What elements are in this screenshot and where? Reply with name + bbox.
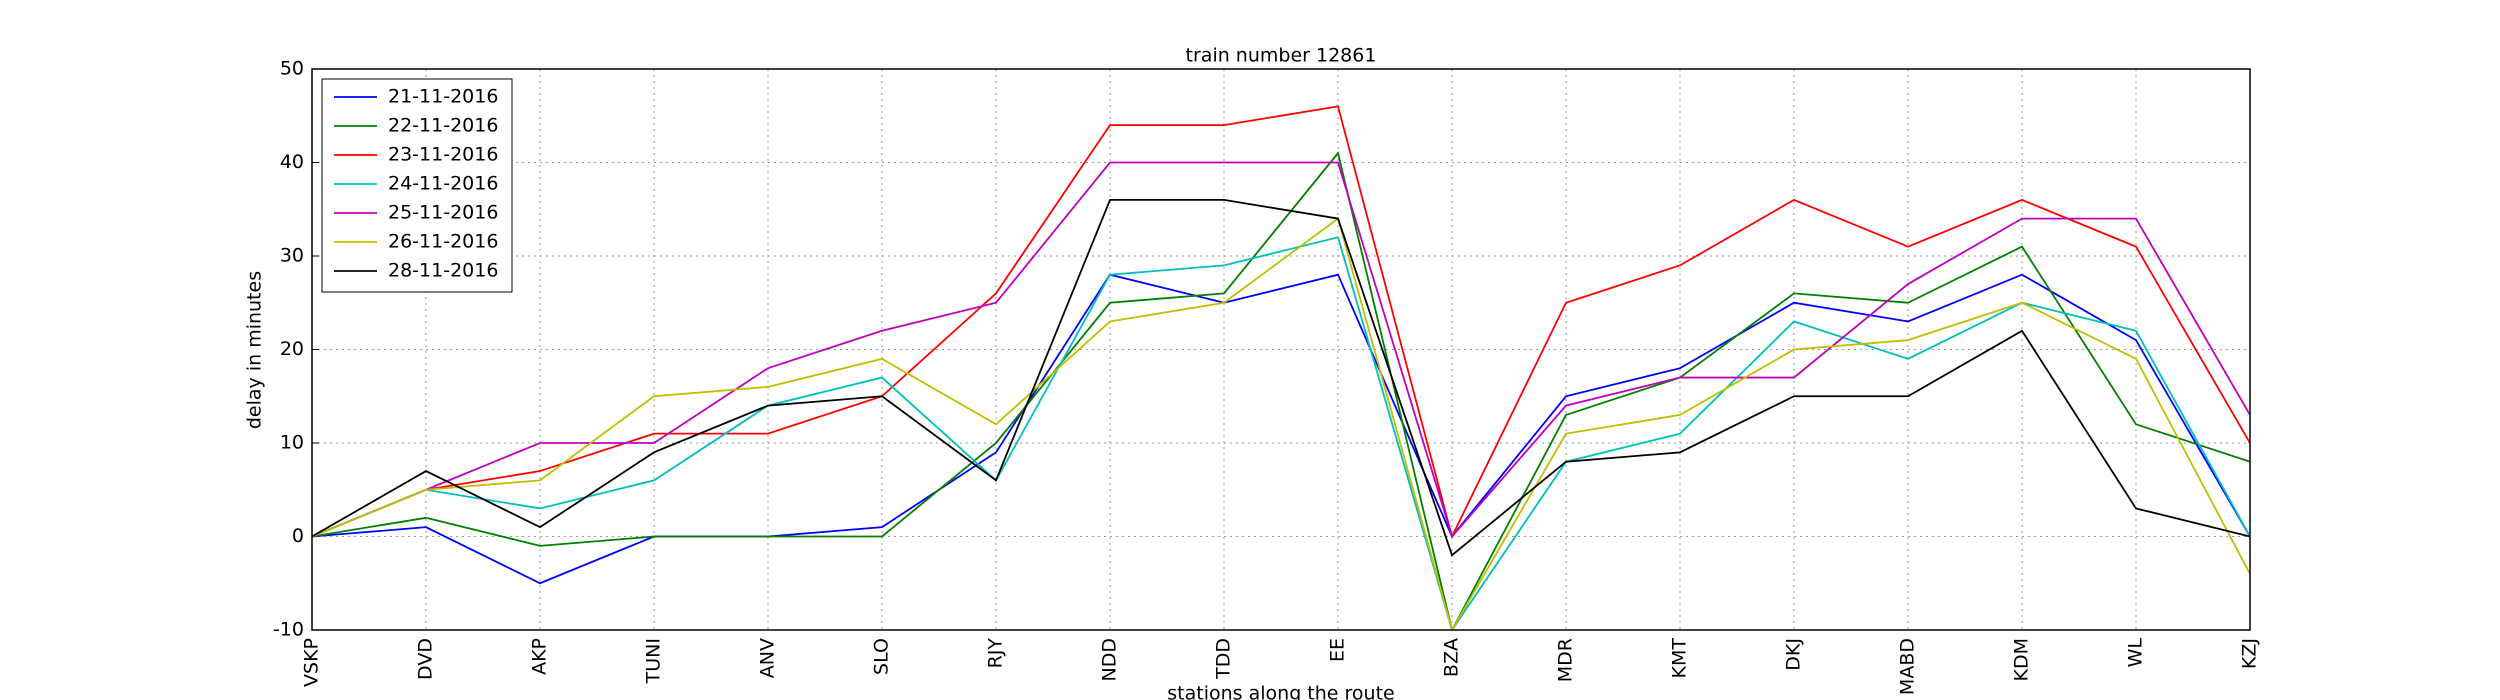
series-line	[312, 236, 2250, 630]
x-tick-label: AKP	[529, 638, 551, 675]
x-tick-label: KDM	[2011, 638, 2033, 681]
x-tick-label: ANV	[757, 638, 779, 678]
legend-label: 25-11-2016	[388, 202, 498, 224]
x-tick-label: DVD	[415, 638, 437, 680]
x-tick-label: RJY	[985, 638, 1007, 669]
plot-frame	[311, 68, 2251, 631]
y-tick-label: 40	[280, 151, 304, 173]
series-line	[312, 217, 2250, 630]
x-tick-label: KZJ	[2239, 638, 2261, 669]
legend-label: 22-11-2016	[388, 115, 498, 137]
legend-label: 23-11-2016	[388, 144, 498, 166]
legend-box	[321, 78, 513, 293]
x-tick-label: VSKP	[301, 638, 323, 687]
y-axis-label: delay in minutes	[244, 271, 266, 429]
x-tick-label: KMT	[1669, 638, 1691, 679]
series-line	[312, 273, 2250, 585]
x-tick-label: MDR	[1555, 638, 1577, 682]
x-tick-label: BZA	[1441, 638, 1463, 677]
y-tick-label: 0	[292, 525, 304, 547]
series-line	[312, 105, 2250, 540]
series-line	[312, 198, 2250, 557]
x-tick-label: TDD	[1213, 638, 1235, 680]
x-tick-label: WL	[2125, 638, 2147, 668]
series-line	[312, 161, 2250, 539]
y-tick-label: 20	[280, 338, 304, 360]
y-tick-label: 30	[280, 245, 304, 267]
x-tick-label: EE	[1327, 638, 1349, 662]
x-axis-label: stations along the route	[1167, 683, 1394, 700]
plot-lines	[312, 105, 2250, 630]
chart-title: train number 12861	[1186, 45, 1377, 67]
y-tick-label: 50	[280, 58, 304, 80]
x-tick-label: MABD	[1897, 638, 1919, 695]
x-tick-label: NDD	[1099, 638, 1121, 681]
legend-label: 21-11-2016	[388, 86, 498, 108]
y-tick-label: 10	[280, 432, 304, 454]
y-tick-label: -10	[273, 619, 304, 641]
legend-label: 28-11-2016	[388, 260, 498, 282]
x-tick-label: TUNI	[643, 638, 665, 684]
legend-label: 26-11-2016	[388, 231, 498, 253]
x-tick-label: SLO	[871, 638, 893, 675]
x-tick-label: DKJ	[1783, 638, 1805, 671]
series-line	[312, 151, 2250, 630]
legend-label: 24-11-2016	[388, 173, 498, 195]
